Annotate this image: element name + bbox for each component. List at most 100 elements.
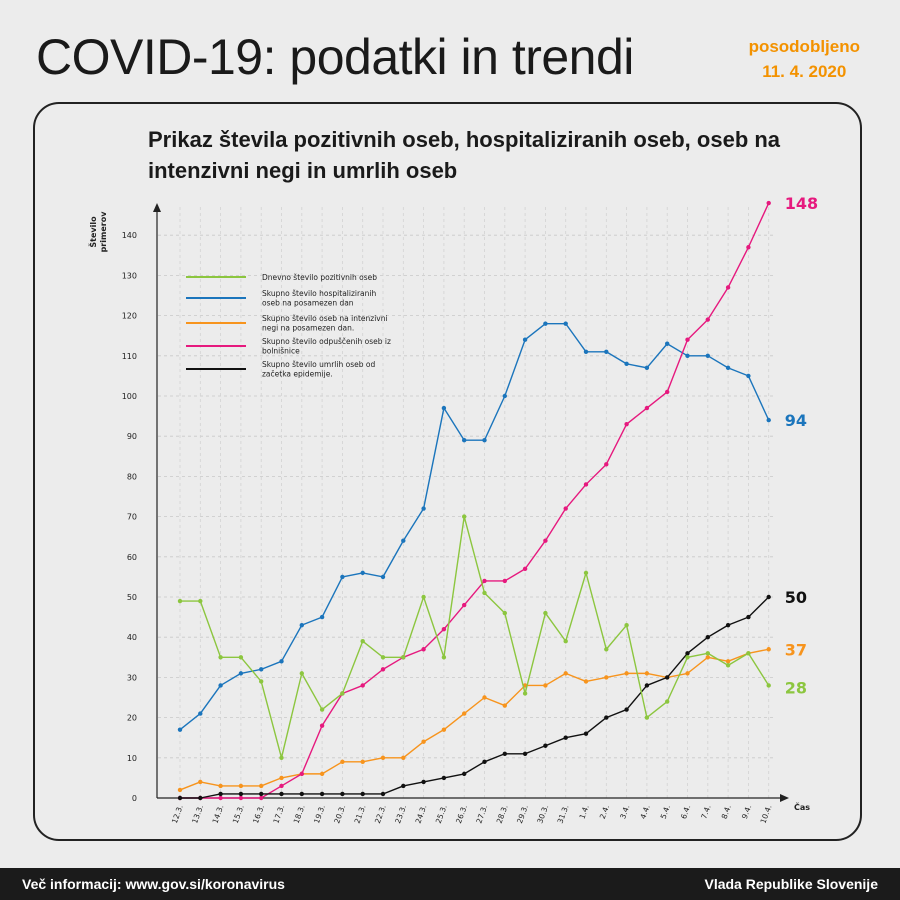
data-point	[380, 655, 386, 660]
x-tick-label: 22.3.	[373, 804, 388, 825]
x-tick-label: 9.4.	[740, 804, 753, 821]
data-point	[401, 783, 406, 789]
data-point	[238, 671, 244, 676]
y-axis-label-line2: primerov	[99, 211, 108, 253]
y-tick-label: 80	[127, 472, 137, 481]
data-point	[583, 349, 589, 354]
more-info-link[interactable]: Več informacij: www.gov.si/koronavirus	[22, 876, 285, 892]
legend-label: Skupno število hospitaliziranih oseb na p…	[262, 289, 376, 308]
data-point	[725, 622, 731, 628]
data-point	[259, 791, 264, 797]
legend-label-line: Skupno število hospitaliziranih	[262, 289, 376, 298]
legend-label: Skupno število oseb na intenzivni negi na…	[262, 314, 388, 333]
updated-label: posodobljeno	[748, 37, 860, 56]
data-point	[644, 671, 650, 676]
data-point	[583, 679, 589, 684]
data-point	[522, 566, 528, 572]
data-point	[665, 675, 670, 680]
data-point	[421, 739, 426, 744]
x-axis-label: Čas	[794, 801, 810, 812]
data-point	[360, 791, 365, 797]
end-value-label: 50	[785, 588, 807, 607]
legend-label: Dnevno število pozitivnih oseb	[262, 273, 377, 282]
data-point	[259, 679, 264, 684]
data-point	[583, 482, 589, 487]
data-point	[705, 655, 710, 660]
y-tick-label: 90	[127, 432, 137, 441]
data-point	[604, 349, 609, 354]
data-point	[685, 655, 690, 660]
x-tick-label: 28.3.	[495, 804, 510, 825]
data-point	[299, 791, 304, 797]
data-point	[340, 791, 345, 797]
data-point	[421, 647, 426, 652]
data-point	[441, 405, 447, 411]
data-point	[644, 405, 650, 411]
data-point	[766, 200, 771, 206]
data-point	[583, 731, 589, 736]
legend-label-line: Skupno število oseb na intenzivni	[262, 314, 388, 323]
data-point	[725, 285, 731, 290]
data-point	[340, 759, 345, 765]
x-tick-label: 30.3.	[535, 804, 550, 825]
data-point	[177, 727, 183, 732]
data-point	[543, 610, 548, 616]
data-point	[624, 671, 629, 676]
data-point	[299, 671, 304, 676]
data-point	[319, 771, 325, 777]
data-point	[401, 655, 406, 660]
data-point	[198, 795, 203, 801]
data-point	[319, 614, 325, 620]
data-point	[218, 683, 223, 688]
x-tick-label: 7.4.	[699, 804, 712, 821]
data-point	[198, 711, 203, 716]
data-point	[543, 321, 548, 326]
data-point	[522, 751, 528, 756]
data-point	[299, 622, 304, 628]
data-point	[624, 707, 629, 712]
data-point	[482, 695, 487, 700]
data-point	[360, 683, 365, 688]
data-point	[725, 365, 731, 371]
data-point	[766, 594, 771, 600]
data-point	[563, 506, 568, 511]
data-point	[340, 574, 345, 580]
data-point	[238, 795, 244, 801]
data-point	[401, 538, 406, 543]
end-value-label: 148	[785, 194, 818, 213]
data-point	[644, 683, 650, 688]
data-point	[259, 783, 264, 789]
y-tick-label: 120	[122, 312, 137, 321]
data-point	[218, 783, 223, 789]
legend-label: Skupno število umrlih oseb od začetka epi…	[262, 360, 375, 379]
y-tick-label: 40	[127, 633, 137, 642]
data-point	[421, 506, 426, 511]
data-point	[604, 715, 609, 720]
data-point	[563, 671, 568, 676]
series-line-3	[180, 202, 770, 799]
x-tick-label: 12.3.	[170, 804, 185, 825]
data-point	[685, 353, 690, 358]
data-point	[604, 647, 609, 652]
series-line-0	[180, 515, 770, 759]
chart-card	[33, 102, 862, 841]
data-point	[340, 691, 345, 696]
data-point	[279, 791, 284, 797]
x-tick-label: 25.3.	[434, 804, 449, 825]
legend-label-line: bolnišnice	[262, 347, 300, 356]
data-point	[279, 775, 284, 781]
data-point	[279, 783, 284, 789]
data-point	[685, 337, 690, 342]
x-tick-label: 5.4.	[659, 804, 672, 821]
x-tick-label: 13.3.	[190, 804, 205, 825]
data-point	[746, 373, 751, 379]
data-point	[624, 421, 629, 427]
data-point	[380, 755, 386, 760]
x-tick-label: 18.3.	[292, 804, 307, 825]
x-axis-arrow	[780, 794, 789, 802]
data-point	[198, 598, 203, 604]
data-point	[360, 759, 365, 765]
data-point	[502, 610, 507, 616]
data-point	[279, 659, 284, 664]
